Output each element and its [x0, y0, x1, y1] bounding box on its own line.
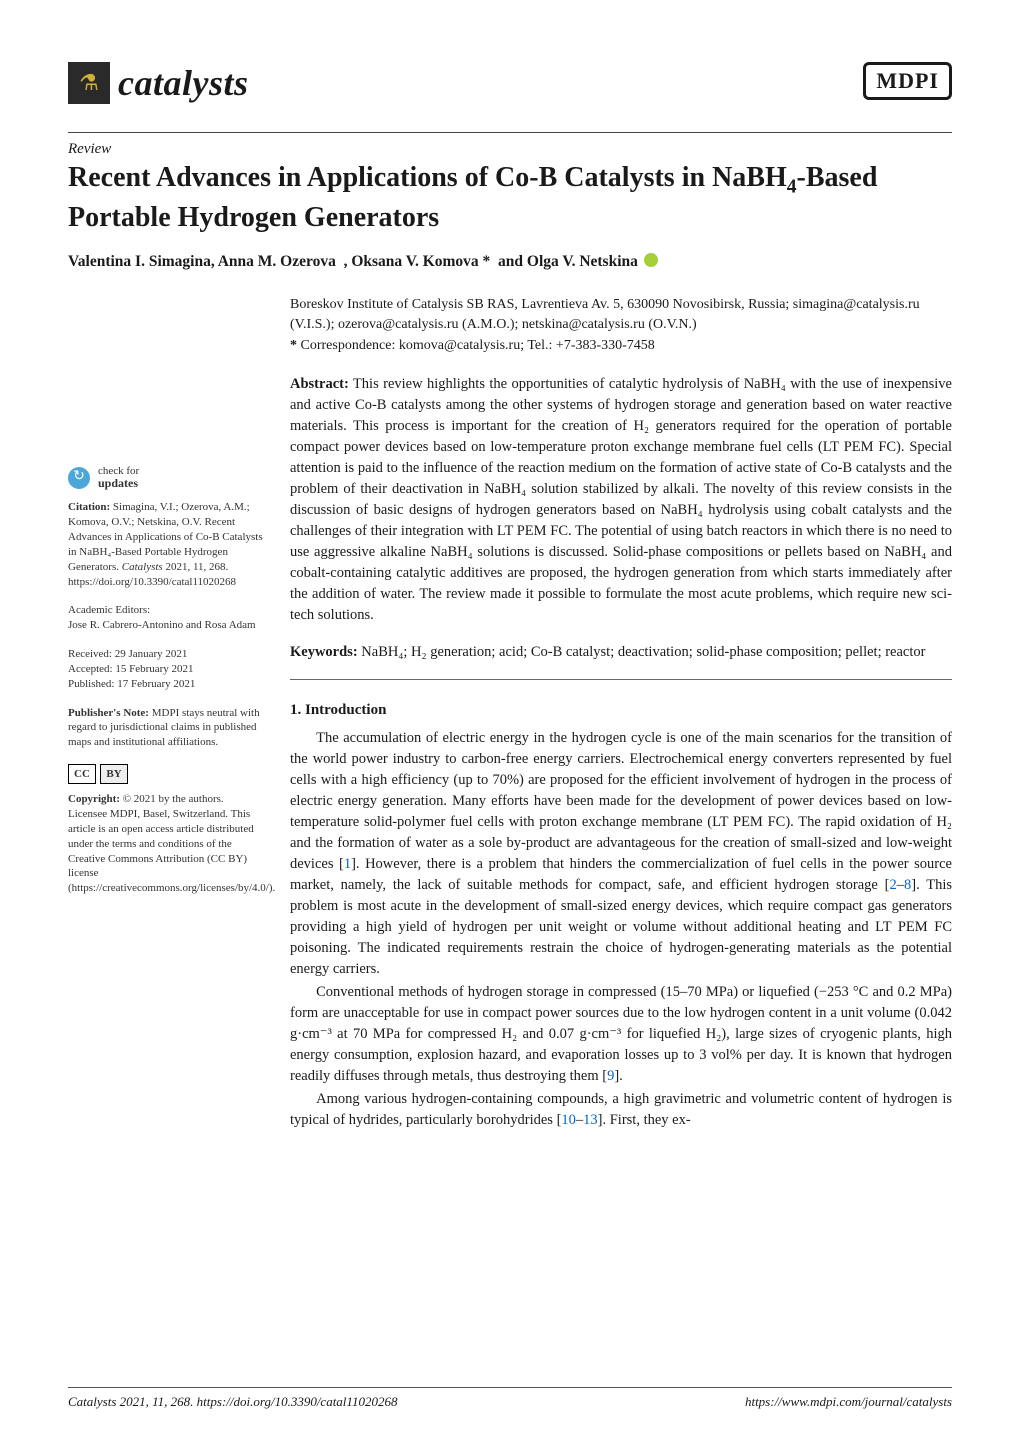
- correspondence-text: Correspondence: komova@catalysis.ru; Tel…: [301, 338, 655, 353]
- citation-block: Citation: Simagina, V.I.; Ozerova, A.M.;…: [68, 500, 264, 589]
- ref-1[interactable]: 1: [344, 856, 351, 872]
- copyright-block: Copyright: © 2021 by the authors. Licens…: [68, 792, 264, 896]
- citation-journal: Catalysts: [122, 561, 163, 573]
- received-date: Received: 29 January 2021: [68, 648, 187, 660]
- abstract: Abstract: This review highlights the opp…: [290, 374, 952, 626]
- keywords-separator: [290, 679, 952, 680]
- page-footer: Catalysts 2021, 11, 268. https://doi.org…: [68, 1387, 952, 1410]
- note-label: Publisher's Note:: [68, 707, 149, 719]
- authors-line: Valentina I. Simagina, Anna M. Ozerova ,…: [68, 253, 952, 271]
- editors-text: Jose R. Cabrero-Antonino and Rosa Adam: [68, 619, 256, 631]
- affiliation-block: Boreskov Institute of Catalysis SB RAS, …: [290, 295, 952, 356]
- accepted-date: Accepted: 15 February 2021: [68, 663, 194, 675]
- orcid-icon: [644, 253, 658, 267]
- footer-right: https://www.mdpi.com/journal/catalysts: [745, 1394, 952, 1410]
- title-text-pre: Recent Advances in Applications of Co-B …: [68, 162, 787, 193]
- publisher-note-block: Publisher's Note: MDPI stays neutral wit…: [68, 706, 264, 751]
- cc-by-badge: CC BY: [68, 764, 264, 784]
- p3-text-b: ]. First, they ex-: [598, 1112, 691, 1128]
- authors-text: Valentina I. Simagina, Anna M. Ozerova ,…: [68, 253, 638, 270]
- section-1-heading: 1. Introduction: [290, 700, 952, 722]
- ref-13[interactable]: 13: [583, 1112, 598, 1128]
- intro-p2: Conventional methods of hydrogen storage…: [290, 982, 952, 1087]
- keywords-label: Keywords:: [290, 644, 358, 660]
- publisher-logo: MDPI: [863, 62, 952, 100]
- check-line2: updates: [98, 476, 138, 490]
- by-icon: BY: [100, 764, 128, 784]
- sidebar: ↻ check for updates Citation: Simagina, …: [68, 295, 264, 910]
- footer-left: Catalysts 2021, 11, 268. https://doi.org…: [68, 1394, 397, 1410]
- article-type: Review: [68, 141, 952, 158]
- check-updates-icon: ↻: [68, 467, 90, 489]
- dates-block: Received: 29 January 2021 Accepted: 15 F…: [68, 647, 264, 692]
- affiliation-text: Boreskov Institute of Catalysis SB RAS, …: [290, 297, 920, 332]
- p1-dash: –: [897, 877, 904, 893]
- ref-2[interactable]: 2: [889, 877, 896, 893]
- abstract-label: Abstract:: [290, 376, 349, 392]
- p1-text-a: The accumulation of electric energy in t…: [290, 730, 952, 872]
- main-content: Boreskov Institute of Catalysis SB RAS, …: [290, 295, 952, 1133]
- intro-p3: Among various hydrogen-containing compou…: [290, 1089, 952, 1131]
- editors-label: Academic Editors:: [68, 604, 150, 616]
- title-sub: 4: [787, 177, 797, 198]
- cc-icon: CC: [68, 764, 96, 784]
- article-title: Recent Advances in Applications of Co-B …: [68, 160, 952, 235]
- keywords: Keywords: NaBH₄; H₂ generation; acid; Co…: [290, 642, 952, 663]
- copyright-text: © 2021 by the authors. Licensee MDPI, Ba…: [68, 793, 275, 894]
- intro-p1: The accumulation of electric energy in t…: [290, 728, 952, 980]
- body-columns: ↻ check for updates Citation: Simagina, …: [68, 295, 952, 1133]
- citation-label: Citation:: [68, 501, 110, 513]
- published-date: Published: 17 February 2021: [68, 678, 195, 690]
- keywords-text: NaBH₄; H₂ generation; acid; Co-B catalys…: [358, 644, 926, 660]
- check-updates[interactable]: ↻ check for updates: [68, 465, 264, 490]
- journal-logo-icon: ⚗: [68, 62, 110, 104]
- p2-text-b: ].: [614, 1068, 622, 1084]
- journal-logo: ⚗ catalysts: [68, 62, 248, 104]
- copyright-label: Copyright:: [68, 793, 120, 805]
- ref-10[interactable]: 10: [561, 1112, 576, 1128]
- header-separator: [68, 132, 952, 133]
- page-header: ⚗ catalysts MDPI: [68, 62, 952, 104]
- p1-text-b: ]. However, there is a problem that hind…: [290, 856, 952, 893]
- editors-block: Academic Editors: Jose R. Cabrero-Antoni…: [68, 603, 264, 633]
- abstract-text: This review highlights the opportunities…: [290, 376, 952, 623]
- journal-name: catalysts: [118, 62, 248, 104]
- check-updates-text: check for updates: [98, 465, 139, 490]
